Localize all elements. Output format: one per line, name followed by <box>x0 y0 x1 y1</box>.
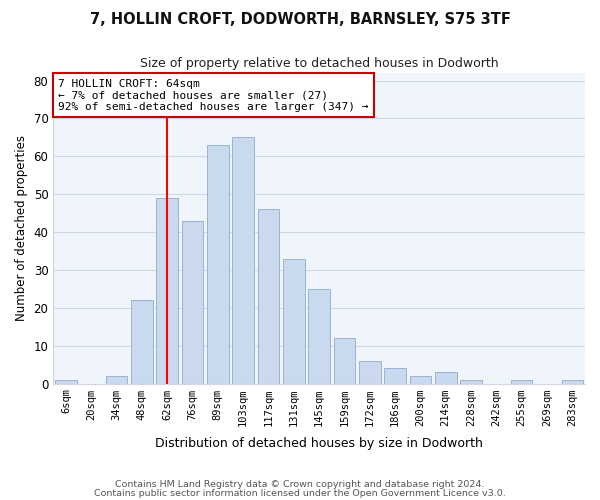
X-axis label: Distribution of detached houses by size in Dodworth: Distribution of detached houses by size … <box>155 437 483 450</box>
Bar <box>359 361 380 384</box>
Text: Contains HM Land Registry data © Crown copyright and database right 2024.: Contains HM Land Registry data © Crown c… <box>115 480 485 489</box>
Bar <box>131 300 152 384</box>
Y-axis label: Number of detached properties: Number of detached properties <box>15 136 28 322</box>
Text: Contains public sector information licensed under the Open Government Licence v3: Contains public sector information licen… <box>94 490 506 498</box>
Bar <box>283 258 305 384</box>
Text: 7, HOLLIN CROFT, DODWORTH, BARNSLEY, S75 3TF: 7, HOLLIN CROFT, DODWORTH, BARNSLEY, S75… <box>89 12 511 28</box>
Bar <box>55 380 77 384</box>
Bar <box>106 376 127 384</box>
Bar <box>562 380 583 384</box>
Bar <box>435 372 457 384</box>
Bar <box>232 138 254 384</box>
Bar <box>182 220 203 384</box>
Bar <box>410 376 431 384</box>
Bar <box>308 289 330 384</box>
Text: 7 HOLLIN CROFT: 64sqm
← 7% of detached houses are smaller (27)
92% of semi-detac: 7 HOLLIN CROFT: 64sqm ← 7% of detached h… <box>58 78 369 112</box>
Bar <box>511 380 532 384</box>
Bar <box>460 380 482 384</box>
Bar <box>385 368 406 384</box>
Bar <box>157 198 178 384</box>
Bar <box>207 145 229 384</box>
Title: Size of property relative to detached houses in Dodworth: Size of property relative to detached ho… <box>140 58 499 70</box>
Bar <box>258 210 279 384</box>
Bar <box>334 338 355 384</box>
